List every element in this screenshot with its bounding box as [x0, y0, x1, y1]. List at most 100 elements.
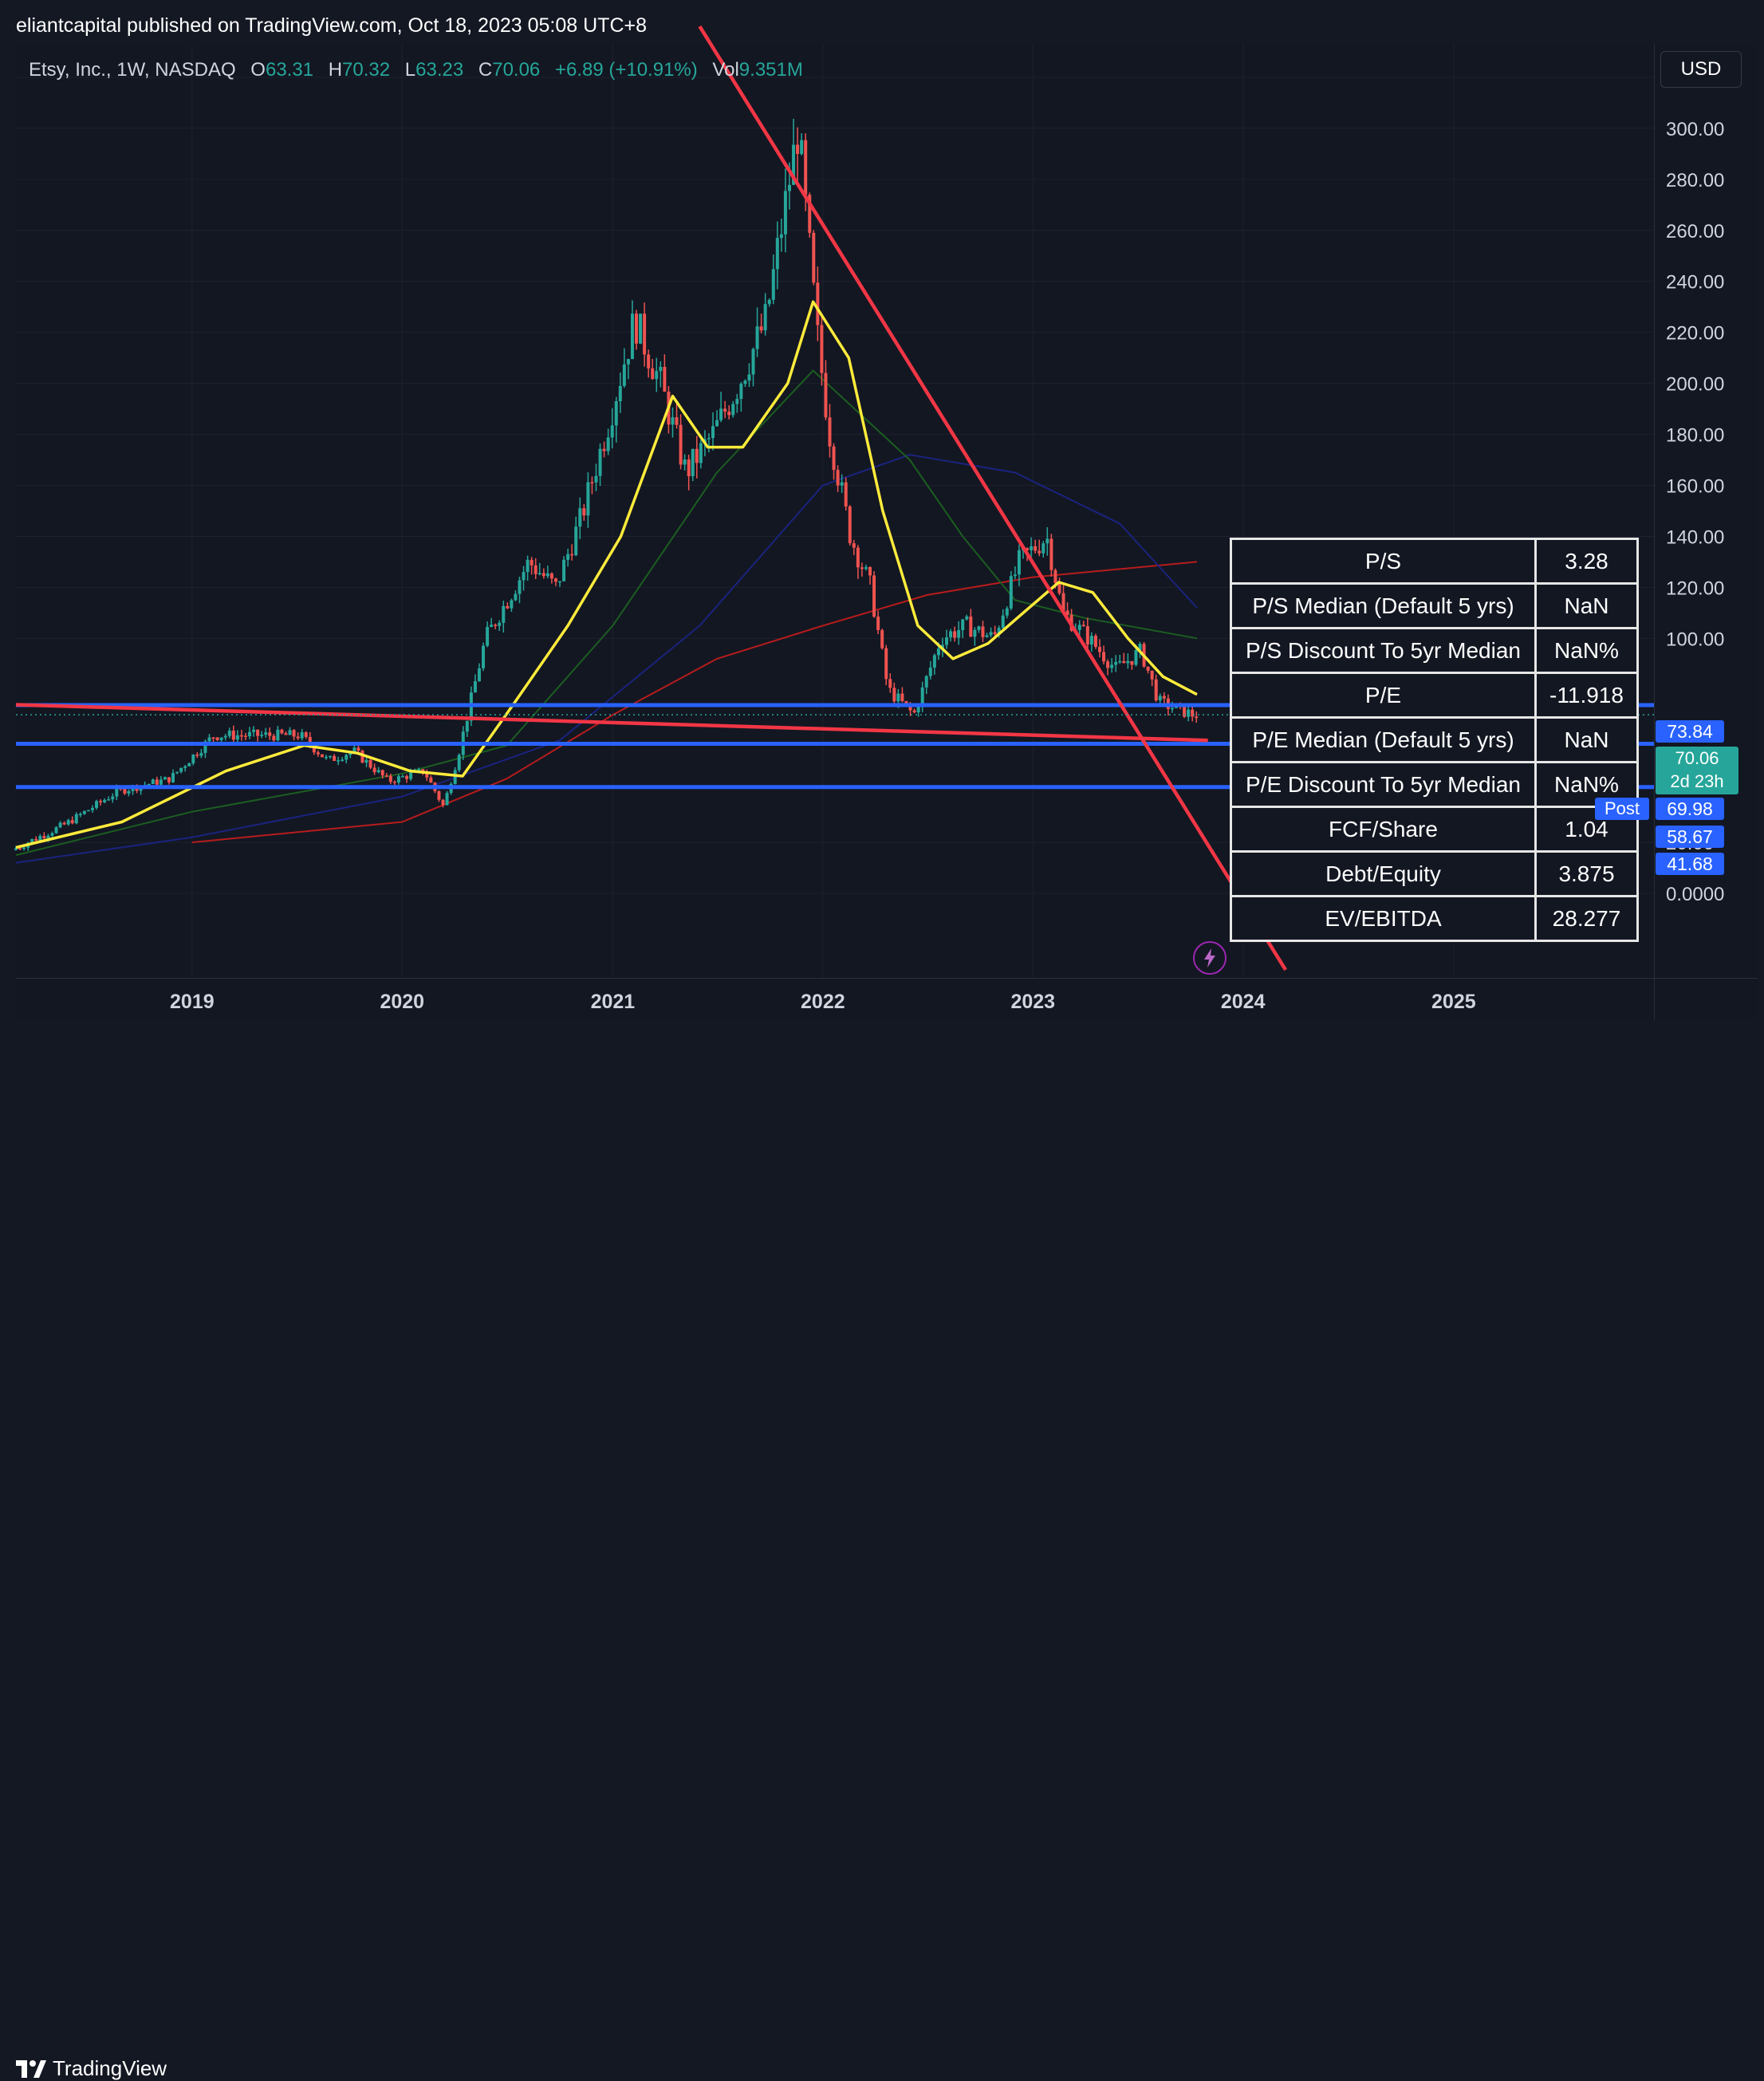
candle-body: [159, 779, 163, 785]
published-info: eliantcapital published on TradingView.c…: [16, 14, 648, 37]
candle-body: [647, 354, 651, 369]
candle-body: [880, 629, 884, 648]
candle-body: [582, 508, 586, 516]
candle-body: [296, 736, 300, 739]
ratio-value: -11.918: [1534, 672, 1639, 719]
ratio-row: P/E Median (Default 5 yrs) NaN: [1230, 716, 1639, 763]
candle-body: [888, 679, 892, 688]
y-tick-label: 120.00: [1666, 577, 1724, 599]
candle-body: [908, 704, 912, 711]
price-scale[interactable]: [1654, 45, 1758, 978]
candle-body: [1005, 608, 1009, 616]
ratio-key: P/E: [1230, 672, 1537, 719]
ma-green-line: [15, 369, 1198, 857]
last-price-label: 70.06 2d 23h: [1656, 747, 1738, 794]
candle-body: [163, 777, 167, 780]
ratio-key: P/S Discount To 5yr Median: [1230, 627, 1537, 674]
candle-body: [578, 508, 582, 527]
candle-body: [1195, 716, 1199, 719]
time-scale[interactable]: [16, 978, 1654, 1020]
candle-body: [187, 763, 191, 767]
tradingview-logo[interactable]: TradingView: [16, 2056, 167, 2081]
candle-body: [1017, 550, 1021, 575]
candle-body: [876, 617, 880, 630]
ratio-row: P/E Discount To 5yr Median NaN%: [1230, 761, 1639, 808]
ratio-key: EV/EBITDA: [1230, 895, 1537, 942]
candle-body: [103, 800, 107, 802]
candle-body: [792, 144, 796, 185]
candle-body: [54, 827, 58, 834]
candle-body: [1041, 543, 1045, 554]
x-tick-label: 2020: [380, 991, 424, 1013]
ratio-row: P/E -11.918: [1230, 672, 1639, 719]
candle-body: [429, 777, 433, 783]
tradingview-brand: TradingView: [53, 2056, 167, 2080]
candle-body: [123, 788, 127, 794]
candle-body: [687, 459, 691, 477]
x-tick-label: 2021: [591, 991, 636, 1013]
candle-body: [82, 810, 86, 814]
ratio-key: P/E Median (Default 5 yrs): [1230, 716, 1537, 763]
candle-body: [912, 710, 916, 713]
ratio-value: 3.875: [1534, 850, 1639, 897]
candle-body: [300, 732, 304, 739]
candle-body: [78, 814, 82, 815]
candle-body: [739, 384, 743, 400]
price-label-hline-2: 58.67: [1656, 826, 1724, 848]
candle-body: [380, 770, 384, 776]
lightning-glyph: [1204, 948, 1215, 968]
candle-body: [558, 581, 562, 583]
ema-fast-line: [15, 300, 1198, 849]
candle-body: [235, 735, 239, 740]
y-tick-label: 240.00: [1666, 272, 1724, 294]
low-label: L: [404, 59, 416, 81]
candle-body: [22, 847, 26, 849]
candle-body: [1049, 538, 1053, 570]
post-market-price-label: 69.98: [1656, 798, 1724, 820]
candle-body: [518, 580, 522, 594]
candle-body: [586, 482, 590, 516]
lightning-icon[interactable]: [1193, 941, 1227, 975]
currency-button[interactable]: USD: [1660, 51, 1742, 88]
candle-body: [288, 730, 292, 735]
x-tick-label: 2023: [1010, 991, 1055, 1013]
ratio-value: NaN%: [1534, 627, 1639, 674]
candle-body: [227, 731, 231, 736]
candle-body: [553, 578, 557, 582]
candle-body: [316, 752, 320, 755]
top-bar: eliantcapital published on TradingView.c…: [0, 0, 1764, 43]
candle-body: [256, 729, 260, 736]
candle-body: [1093, 636, 1097, 648]
candle-body: [522, 572, 526, 581]
ratio-key: P/S: [1230, 538, 1537, 585]
candle-body: [498, 622, 502, 626]
candle-body: [18, 848, 22, 849]
candle-body: [651, 368, 655, 380]
bottom-bar: TradingView: [0, 1019, 1764, 2080]
candle-body: [1102, 652, 1106, 662]
candle-body: [771, 269, 775, 300]
change-value: +6.89 (+10.91%): [554, 59, 698, 81]
candle-body: [945, 637, 949, 645]
close-label: C: [478, 59, 493, 81]
candle-body: [1038, 550, 1041, 554]
candle-body: [506, 605, 510, 609]
candle-body: [1114, 661, 1118, 665]
candle-body: [199, 753, 203, 756]
candle-body: [707, 438, 711, 439]
candle-body: [997, 628, 1001, 634]
candle-body: [248, 731, 252, 737]
volume-value: 9.351M: [738, 59, 803, 81]
candle-body: [940, 644, 944, 649]
ratio-row: EV/EBITDA 28.277: [1230, 895, 1639, 942]
open-label: O: [250, 59, 266, 81]
candle-body: [1097, 647, 1101, 652]
candle-body: [824, 372, 828, 418]
candle-body: [981, 626, 985, 637]
candle-body: [618, 385, 622, 402]
candle-body: [973, 629, 977, 637]
candle-body: [965, 616, 969, 620]
candle-body: [1065, 610, 1069, 615]
candle-body: [816, 282, 820, 325]
candle-body: [409, 772, 413, 779]
